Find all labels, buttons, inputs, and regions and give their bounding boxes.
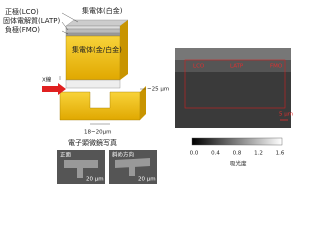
sem-sample (115, 158, 150, 168)
label: ~25 μm (147, 87, 169, 93)
layer-anode (65, 32, 121, 37)
scale-label: 20 μm (86, 177, 104, 183)
label: 固体電解質(LATP) (3, 16, 61, 25)
region-box (184, 59, 286, 109)
colorbar-tick-label: 0.4 (211, 151, 220, 157)
scale-label: 20 μm (138, 177, 156, 183)
colorbar (191, 137, 283, 146)
sem-label: 斜め方向 (112, 151, 134, 159)
label: 負極(FMO) (5, 25, 40, 34)
layer-cathode (65, 25, 121, 30)
sem-label: 正面 (60, 152, 72, 159)
colorbar-tick-label: 0.0 (190, 151, 199, 157)
label: 正極(LCO) (5, 7, 39, 16)
colorbar-tick-label: 1.2 (254, 151, 263, 157)
base-side (140, 86, 146, 120)
colorbar-tick-label: 1.6 (276, 151, 285, 157)
sem-title: 電子顕微鏡写真 (68, 138, 117, 147)
xray-arrow (42, 83, 66, 95)
sem-sample (64, 160, 98, 168)
upper-block (65, 19, 129, 89)
label: 集電体(金/白金) (72, 45, 122, 54)
label: X線 (42, 76, 52, 84)
sem-sample (77, 168, 83, 178)
side-face (120, 20, 128, 80)
sem-image: 斜め方向 20 μm (109, 150, 157, 184)
thin-layers (65, 79, 121, 89)
figure: 正極(LCO) 固体電解質(LATP) 負極(FMO) 集電体(白金) 集電体(… (3, 6, 293, 184)
leader (61, 30, 69, 35)
xray-image: LCO LATP FMO 5 μm (175, 48, 293, 128)
label: 18~20μm (84, 130, 111, 136)
leader (61, 21, 69, 31)
layer-label: LATP (230, 64, 244, 70)
page: 正極(LCO) 固体電解質(LATP) 負極(FMO) 集電体(白金) 集電体(… (3, 6, 294, 184)
scale-label: 5 μm (279, 112, 293, 118)
colorbar-tick-label: 0.8 (233, 151, 242, 157)
label: 集電体(白金) (82, 6, 123, 15)
layer-electrolyte (65, 28, 121, 34)
leader (61, 12, 79, 23)
top-face (65, 19, 129, 27)
lower-block (59, 86, 146, 121)
image-band (175, 48, 291, 60)
colorbar-label: 吸光度 (230, 160, 247, 168)
colorbar-ticks: 0.0 0.4 0.8 1.2 1.6 (190, 151, 285, 157)
sem-sample (129, 166, 135, 176)
layer-label: LCO (193, 64, 205, 70)
sem-image: 正面 20 μm (57, 150, 105, 184)
gold-collector (65, 35, 121, 81)
gold-base (59, 91, 141, 121)
layer-label: FMO (270, 64, 283, 70)
image-band (175, 60, 291, 72)
